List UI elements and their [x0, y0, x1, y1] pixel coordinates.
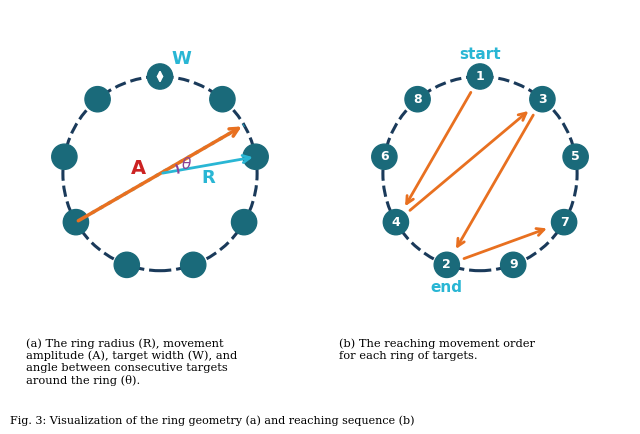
- Text: (b) The reaching movement order
for each ring of targets.: (b) The reaching movement order for each…: [339, 339, 535, 361]
- Text: start: start: [459, 47, 501, 62]
- Circle shape: [147, 64, 173, 89]
- Text: (a) The ring radius (R), movement
amplitude (A), target width (W), and
angle bet: (a) The ring radius (R), movement amplit…: [26, 339, 237, 386]
- Circle shape: [232, 210, 257, 235]
- Text: 1: 1: [476, 70, 484, 83]
- Circle shape: [563, 144, 588, 169]
- Text: 5: 5: [572, 150, 580, 163]
- Circle shape: [405, 87, 430, 112]
- Text: 8: 8: [413, 93, 422, 106]
- Circle shape: [500, 252, 526, 277]
- Circle shape: [63, 210, 88, 235]
- Text: 6: 6: [380, 150, 388, 163]
- Circle shape: [243, 144, 268, 169]
- Circle shape: [383, 210, 408, 235]
- Circle shape: [180, 252, 206, 277]
- Text: 4: 4: [392, 216, 400, 229]
- Text: Fig. 3: Visualization of the ring geometry (a) and reaching sequence (b): Fig. 3: Visualization of the ring geomet…: [10, 416, 414, 426]
- Text: 3: 3: [538, 93, 547, 106]
- Circle shape: [210, 87, 235, 112]
- Text: 2: 2: [442, 258, 451, 271]
- Text: $\theta$: $\theta$: [180, 156, 192, 172]
- Circle shape: [552, 210, 577, 235]
- Text: A: A: [131, 159, 146, 178]
- Text: end: end: [431, 279, 463, 295]
- Text: R: R: [202, 169, 216, 187]
- Circle shape: [52, 144, 77, 169]
- Text: 7: 7: [560, 216, 568, 229]
- Text: W: W: [172, 50, 191, 68]
- Circle shape: [467, 64, 493, 89]
- Circle shape: [114, 252, 140, 277]
- Circle shape: [85, 87, 110, 112]
- Circle shape: [434, 252, 460, 277]
- Circle shape: [372, 144, 397, 169]
- Circle shape: [530, 87, 555, 112]
- Text: 9: 9: [509, 258, 518, 271]
